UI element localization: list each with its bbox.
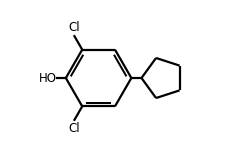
Text: Cl: Cl [69, 122, 80, 135]
Text: Cl: Cl [69, 21, 80, 34]
Text: HO: HO [39, 71, 56, 85]
